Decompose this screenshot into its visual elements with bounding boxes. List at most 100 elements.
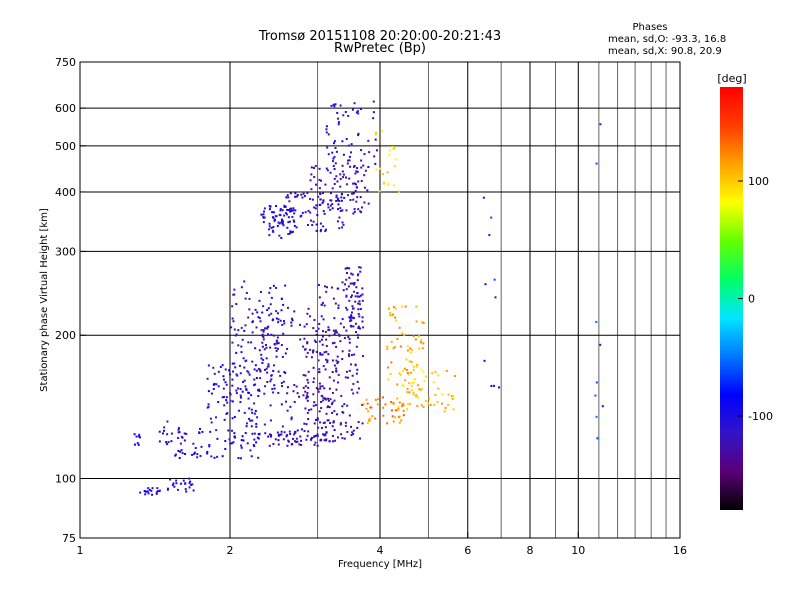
data-point [412, 365, 415, 368]
data-point [303, 429, 306, 432]
data-point [259, 370, 262, 373]
data-point [233, 328, 236, 331]
data-point [334, 162, 337, 165]
data-point [375, 168, 378, 171]
data-point [245, 422, 248, 425]
data-point [352, 198, 355, 201]
data-point [340, 192, 343, 195]
data-point [272, 391, 275, 394]
data-point [269, 419, 272, 422]
data-point [354, 363, 357, 366]
data-point [306, 434, 309, 437]
data-point [307, 209, 310, 212]
data-point [268, 291, 271, 294]
data-point [303, 337, 306, 340]
data-point [338, 333, 341, 336]
data-point [268, 222, 271, 225]
data-point [245, 425, 248, 428]
data-point [240, 351, 243, 354]
data-point [304, 390, 307, 393]
data-point [422, 342, 425, 345]
data-point [251, 411, 254, 414]
data-point [405, 369, 408, 372]
data-point [339, 210, 342, 213]
data-point [247, 391, 250, 394]
data-point [270, 378, 273, 381]
data-point [357, 326, 360, 329]
data-point [350, 425, 353, 428]
data-point [350, 311, 353, 314]
data-point [291, 230, 294, 233]
data-point [337, 304, 340, 307]
data-point [490, 385, 493, 388]
data-point [327, 326, 330, 329]
data-point [273, 384, 276, 387]
data-point [410, 360, 413, 363]
data-point [268, 234, 271, 237]
data-point [324, 183, 327, 186]
data-point [353, 208, 356, 211]
data-point [337, 197, 340, 200]
data-point [357, 208, 360, 211]
data-point [235, 389, 238, 392]
data-point [372, 117, 375, 120]
data-point [145, 490, 148, 493]
data-point [381, 130, 384, 133]
data-point [326, 146, 329, 149]
data-point [155, 492, 158, 495]
data-point [270, 333, 273, 336]
data-point [357, 273, 360, 276]
data-point [386, 348, 389, 351]
data-point [210, 392, 213, 395]
data-point [233, 288, 236, 291]
data-point [349, 198, 352, 201]
data-point [264, 432, 267, 435]
data-point [420, 387, 423, 390]
colorbar-label: [deg] [717, 72, 746, 85]
data-point [323, 212, 326, 215]
data-point [257, 437, 260, 440]
data-point [217, 401, 220, 404]
data-point [295, 385, 298, 388]
data-point [319, 421, 322, 424]
data-point [280, 221, 283, 224]
data-point [312, 404, 315, 407]
data-point [357, 312, 360, 315]
data-point [269, 404, 272, 407]
data-point [281, 323, 284, 326]
data-point [332, 164, 335, 167]
data-point [326, 359, 329, 362]
data-point [406, 345, 409, 348]
data-point [327, 399, 330, 402]
data-point [352, 382, 355, 385]
data-point [381, 396, 384, 399]
data-point [359, 270, 362, 273]
data-point [393, 146, 396, 149]
data-point [239, 457, 242, 460]
data-point [366, 402, 369, 405]
data-point [305, 438, 308, 441]
data-point [417, 347, 420, 350]
data-point [363, 153, 366, 156]
data-point [406, 408, 409, 411]
data-point [251, 419, 254, 422]
data-point [295, 437, 298, 440]
data-point [170, 440, 173, 443]
y-tick-label: 75 [62, 532, 76, 545]
data-point [194, 447, 197, 450]
data-point [354, 190, 357, 193]
data-point [353, 102, 356, 105]
data-point [242, 439, 245, 442]
data-point [241, 435, 244, 438]
data-point [422, 370, 425, 373]
data-point [324, 433, 327, 436]
data-point [278, 213, 281, 216]
data-point [259, 377, 262, 380]
data-point [255, 376, 258, 379]
data-point [155, 491, 158, 494]
data-point [270, 312, 273, 315]
data-point [359, 437, 362, 440]
data-point [341, 358, 344, 361]
data-point [333, 341, 336, 344]
